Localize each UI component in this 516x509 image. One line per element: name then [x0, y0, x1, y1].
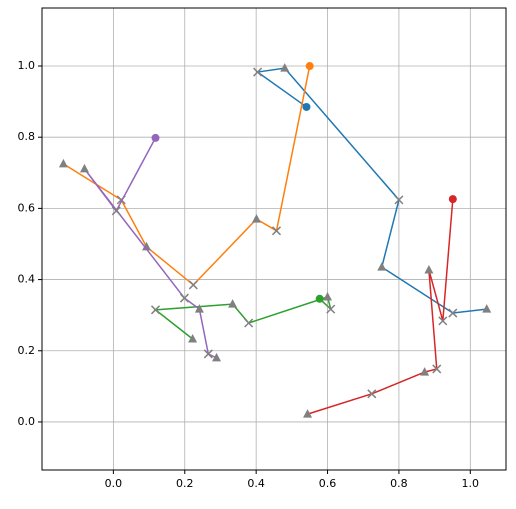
- x-marker: [150, 305, 161, 315]
- x-tick-label: 0.2: [176, 477, 194, 490]
- axes-frame: [41, 7, 507, 471]
- x-marker: [188, 280, 198, 290]
- x-marker: [271, 226, 282, 236]
- x-marker: [111, 206, 121, 216]
- triangle-marker: [58, 158, 68, 168]
- start-point: [315, 294, 324, 303]
- start-point: [448, 195, 457, 204]
- triangle-marker: [212, 352, 222, 362]
- y-tick-label: 0.8: [18, 130, 36, 143]
- trajectory-line: [63, 65, 311, 286]
- x-marker: [253, 67, 263, 77]
- y-tick-label: 0.6: [18, 201, 36, 214]
- x-tick-label: 0.4: [247, 477, 265, 490]
- triangle-marker: [377, 262, 387, 271]
- trajectory-line: [83, 137, 217, 359]
- x-tick-label: 0.8: [390, 477, 408, 490]
- triangle-marker: [424, 264, 434, 274]
- triangle-marker: [303, 409, 313, 418]
- y-tick-label: 1.0: [18, 59, 36, 72]
- x-marker: [367, 389, 377, 399]
- triangle-marker: [323, 292, 333, 301]
- x-marker: [438, 316, 448, 326]
- y-tick-label: 0.0: [18, 415, 36, 428]
- triangle-marker: [482, 304, 492, 313]
- x-marker: [244, 318, 254, 328]
- trajectory-line: [153, 296, 333, 340]
- x-marker: [203, 349, 213, 359]
- triangle-marker: [79, 163, 89, 173]
- triangle-marker: [228, 299, 238, 308]
- triangle-marker: [252, 214, 262, 223]
- x-marker: [326, 304, 336, 314]
- x-marker: [448, 308, 458, 318]
- x-marker: [432, 364, 442, 374]
- start-point: [151, 133, 160, 142]
- triangle-marker: [142, 241, 152, 251]
- x-tick-label: 0.0: [105, 477, 123, 490]
- y-tick-label: 0.4: [18, 273, 36, 286]
- start-point: [305, 62, 314, 71]
- y-tick-label: 0.2: [18, 344, 36, 357]
- x-marker: [179, 293, 189, 303]
- triangle-marker: [194, 304, 204, 313]
- triangle-marker: [420, 367, 430, 376]
- x-tick-label: 1.0: [462, 477, 480, 490]
- start-point: [302, 102, 311, 111]
- trajectory-line: [255, 67, 487, 314]
- triangle-marker: [188, 334, 198, 343]
- triangle-marker: [280, 63, 290, 72]
- x-marker: [394, 195, 404, 205]
- x-tick-label: 0.6: [319, 477, 337, 490]
